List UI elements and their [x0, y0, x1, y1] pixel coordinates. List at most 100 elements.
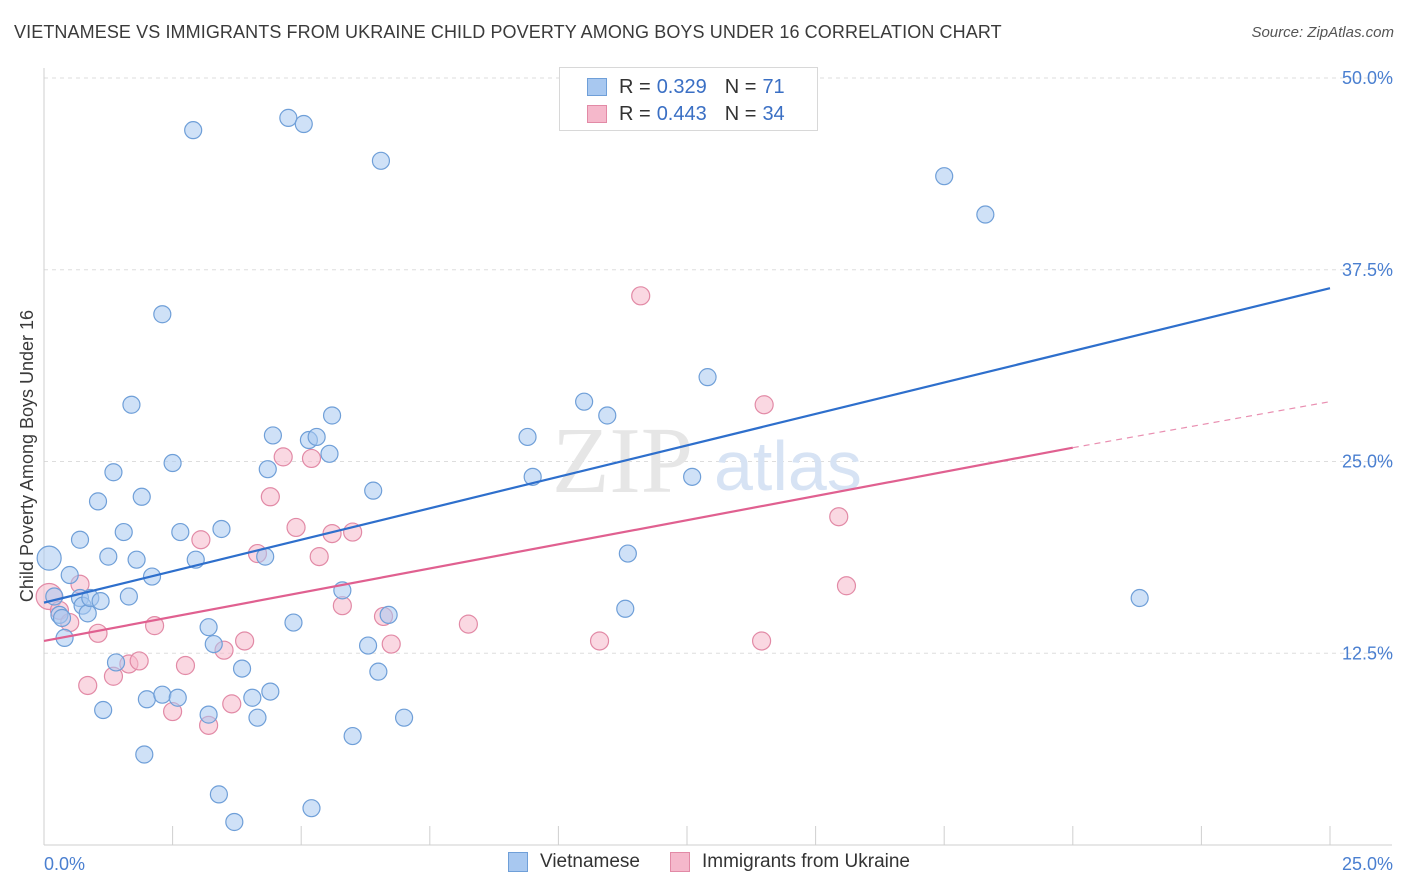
- vietnamese-point: [1130, 588, 1149, 608]
- ukraine-trend-line: [43, 446, 1074, 643]
- vietnamese-point: [212, 519, 231, 539]
- vietnamese-point: [36, 545, 62, 571]
- vietnamese-point: [307, 427, 326, 447]
- legend-n-value: 71: [762, 75, 785, 98]
- vietnamese-point: [343, 726, 362, 746]
- vietnamese-point: [127, 550, 146, 569]
- vietnamese-trend-line: [43, 287, 1331, 604]
- vietnamese-point: [171, 522, 190, 542]
- x-tick-label-max: 25.0%: [1342, 854, 1393, 874]
- vietnamese-point: [78, 604, 97, 623]
- stats-legend: R = 0.329 N = 71 R = 0.443 N = 34: [559, 67, 818, 131]
- ukraine-point: [301, 448, 322, 469]
- vietnamese-point: [263, 426, 283, 445]
- ukraine-point: [235, 631, 255, 651]
- vietnamese-point: [248, 708, 267, 727]
- ukraine-point: [381, 634, 401, 654]
- ukraine-point: [175, 655, 196, 676]
- ukraine-point: [88, 623, 108, 643]
- y-tick-label: 12.5%: [1342, 643, 1393, 663]
- y-axis-label: Child Poverty Among Boys Under 16: [17, 310, 37, 602]
- vietnamese-point: [371, 151, 391, 170]
- ukraine-point: [458, 614, 478, 634]
- ukraine-point: [191, 530, 211, 550]
- ukraine-point: [589, 631, 610, 651]
- ukraine-point: [751, 631, 772, 651]
- vietnamese-point: [209, 785, 228, 804]
- vietnamese-point: [137, 690, 156, 709]
- vietnamese-point: [369, 662, 388, 681]
- vietnamese-point: [683, 467, 702, 486]
- vietnamese-point: [364, 481, 383, 500]
- legend-r-value: 0.443: [656, 102, 707, 125]
- vietnamese-point: [261, 682, 280, 701]
- legend-r-value: 0.329: [656, 75, 707, 98]
- ukraine-point: [273, 447, 293, 467]
- vietnamese-point: [394, 708, 414, 727]
- ukraine-point: [286, 517, 306, 538]
- legend-n-label: N =: [724, 75, 757, 98]
- vietnamese-point: [99, 547, 118, 566]
- legend-swatch-blue: [587, 78, 607, 96]
- vietnamese-point: [88, 492, 108, 511]
- vietnamese-point: [94, 700, 113, 720]
- vietnamese-point: [135, 745, 154, 764]
- vietnamese-point: [616, 599, 635, 618]
- watermark-atlas: atlas: [714, 427, 862, 505]
- legend-n-value: 34: [762, 102, 785, 125]
- vietnamese-point: [199, 705, 218, 724]
- ukraine-point: [222, 694, 242, 714]
- vietnamese-point: [60, 565, 79, 585]
- vietnamese-point: [320, 444, 339, 463]
- legend-row-vietnamese: R = 0.329 N = 71: [587, 75, 785, 99]
- chart-source: Source: ZipAtlas.com: [1251, 24, 1394, 41]
- vietnamese-point: [106, 653, 126, 672]
- vietnamese-point: [184, 121, 203, 140]
- vietnamese-point: [258, 460, 277, 479]
- y-tick-label: 37.5%: [1342, 260, 1393, 280]
- series-swatch-pink: [670, 852, 690, 872]
- vietnamese-point: [163, 453, 182, 473]
- series-legend: Vietnamese Immigrants from Ukraine: [508, 851, 940, 873]
- ukraine-point: [78, 675, 98, 696]
- axes: [43, 68, 1392, 846]
- vietnamese-point: [379, 605, 398, 625]
- vietnamese-point: [322, 406, 342, 425]
- vietnamese-point: [279, 108, 298, 127]
- series-swatch-blue: [508, 852, 528, 872]
- vietnamese-point: [976, 205, 995, 224]
- vietnamese-point: [935, 167, 954, 186]
- vietnamese-point: [119, 587, 138, 606]
- ukraine-point: [129, 651, 149, 671]
- y-tick-label: 50.0%: [1342, 68, 1393, 88]
- series-label: Immigrants from Ukraine: [702, 851, 910, 872]
- vietnamese-point: [153, 305, 172, 324]
- ukraine-point: [754, 395, 774, 415]
- vietnamese-point: [153, 685, 172, 704]
- vietnamese-point: [294, 114, 313, 134]
- legend-r-label: R =: [619, 75, 651, 98]
- vietnamese-point: [122, 395, 141, 414]
- vietnamese-point: [70, 530, 90, 549]
- series-legend-ukraine[interactable]: Immigrants from Ukraine: [670, 851, 910, 873]
- vietnamese-point: [168, 688, 187, 707]
- x-tick-marks: [172, 826, 1331, 845]
- vietnamese-point: [518, 427, 537, 447]
- ukraine-trend-line-extension: [1072, 401, 1331, 449]
- vietnamese-point: [358, 636, 378, 655]
- legend-swatch-pink: [587, 105, 607, 123]
- vietnamese-point: [114, 522, 133, 542]
- vietnamese-point: [698, 368, 717, 387]
- vietnamese-point: [302, 799, 321, 818]
- vietnamese-point: [232, 659, 252, 678]
- vietnamese-point: [284, 613, 303, 632]
- vietnamese-point: [598, 406, 617, 425]
- x-tick-label-min: 0.0%: [44, 854, 85, 874]
- legend-n-label: N =: [724, 102, 757, 125]
- series-legend-vietnamese[interactable]: Vietnamese: [508, 851, 640, 873]
- ukraine-points: [35, 286, 857, 735]
- vietnamese-point: [199, 618, 218, 637]
- vietnamese-point: [204, 634, 223, 654]
- ukraine-point: [260, 487, 280, 507]
